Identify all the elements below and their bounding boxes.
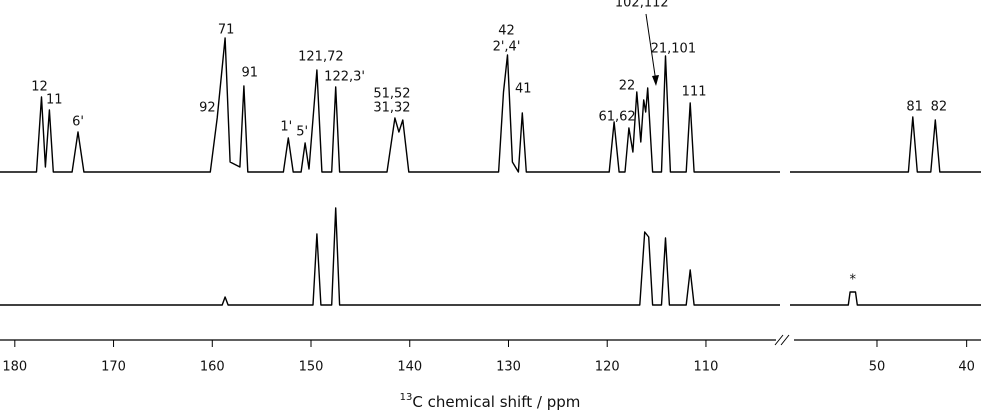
peak-label: 111 (682, 85, 707, 100)
x-axis-label-sup: 13 (400, 392, 413, 403)
peak-label: 12 (31, 80, 48, 95)
peak-label: 51,52 (373, 87, 410, 102)
x-tick-label: 160 (200, 360, 225, 375)
x-axis-label: 13C chemical shift / ppm (400, 392, 581, 411)
peak-label: 31,32 (373, 101, 410, 116)
x-axis-label-main: C chemical shift / ppm (412, 393, 580, 411)
x-tick-label: 130 (496, 360, 521, 375)
x-tick-label: 120 (595, 360, 620, 375)
arrow-head (652, 75, 659, 86)
arrow (645, 13, 657, 83)
peak-label: 102,112 (615, 0, 669, 11)
spectrum (0, 37, 981, 173)
peak-label: 92 (199, 101, 216, 116)
peak-label: 5' (296, 125, 308, 140)
axis-break (774, 334, 784, 346)
axis-break (780, 334, 790, 346)
peak-label: 61,62 (598, 110, 635, 125)
peak-label: 41 (515, 82, 532, 97)
peak-label: 6' (72, 115, 84, 130)
peak-label: 91 (242, 66, 259, 81)
x-tick-label: 50 (869, 360, 886, 375)
spectrum (0, 207, 981, 306)
peak-label: 11 (46, 93, 63, 108)
x-tick-label: 40 (958, 360, 975, 375)
peak-label: 21,101 (651, 42, 697, 57)
peak-label: 121,72 (298, 50, 344, 65)
peak-label: * (850, 273, 857, 288)
x-tick-label: 170 (101, 360, 126, 375)
peak-label: 71 (218, 23, 235, 38)
peak-label: 1' (280, 120, 292, 135)
x-tick-label: 150 (299, 360, 324, 375)
x-tick-label: 110 (694, 360, 719, 375)
peak-label: 42 (498, 24, 515, 39)
peak-label: 22 (619, 79, 636, 94)
peak-label: 82 (931, 100, 948, 115)
x-tick-label: 180 (2, 360, 27, 375)
peak-label: 2',4' (493, 40, 521, 55)
peak-label: 81 (906, 100, 923, 115)
x-tick-label: 140 (397, 360, 422, 375)
peak-label: 122,3' (324, 70, 365, 85)
